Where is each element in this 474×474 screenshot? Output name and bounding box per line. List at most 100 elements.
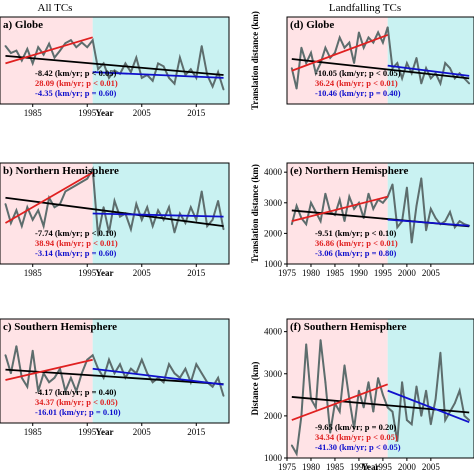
data-point-f <box>377 377 380 379</box>
data-point-a <box>42 53 45 56</box>
data-point-e <box>324 192 327 195</box>
data-point-c <box>162 381 165 384</box>
data-point-e <box>396 226 399 229</box>
data-point-a <box>135 56 138 59</box>
data-point-c <box>37 390 40 393</box>
data-point-b <box>195 218 198 221</box>
data-point-a <box>86 46 89 49</box>
stat-annotation-b: 38.94 (km/yr; p < 0.01) <box>35 238 118 248</box>
panel-c: c) Southern Hemisphere -4.17 (km/yr; p = … <box>0 318 230 437</box>
data-point-c <box>119 363 121 366</box>
trend-line-post-e <box>387 218 470 227</box>
column-title-all-tcs: All TCs <box>38 2 73 14</box>
data-point-d <box>434 72 437 75</box>
x-tick-label-e: 1975 <box>278 268 297 278</box>
data-point-b <box>173 231 176 234</box>
data-point-a <box>168 77 170 79</box>
data-point-a <box>157 62 160 65</box>
data-point-a <box>113 69 116 72</box>
data-point-d <box>453 77 456 80</box>
plot-frame-b <box>0 162 230 265</box>
data-point-a <box>37 46 40 49</box>
data-point-a <box>97 68 100 71</box>
data-point-b <box>64 190 67 193</box>
trend-line-pre-b <box>5 171 94 224</box>
data-point-d <box>314 72 317 75</box>
data-point-b <box>179 212 181 215</box>
data-point-e <box>338 198 341 201</box>
trend-line-pre-e <box>291 195 388 223</box>
x-tick-label-a: 1995 <box>78 108 97 118</box>
data-point-e <box>425 229 427 232</box>
data-point-a <box>189 68 192 71</box>
x-tick-label-f: 1985 <box>326 462 345 472</box>
column-title-landfalling-tcs: Landfalling TCs <box>329 2 401 14</box>
data-point-d <box>420 82 423 85</box>
data-point-c <box>168 363 170 366</box>
x-tick-label-a: 2015 <box>187 108 206 118</box>
data-point-b <box>206 225 209 228</box>
data-point-e <box>343 220 346 223</box>
data-point-f <box>453 402 456 405</box>
data-point-d <box>405 62 408 64</box>
data-point-a <box>80 41 83 44</box>
data-point-b <box>80 181 83 183</box>
data-point-a <box>53 56 56 59</box>
data-point-e <box>305 223 308 226</box>
x-axis-label-f: Year <box>362 462 380 472</box>
x-tick-label-f: 1975 <box>278 462 297 472</box>
data-point-c <box>151 381 154 384</box>
data-point-b <box>211 218 214 221</box>
data-point-a <box>179 56 181 59</box>
data-point-d <box>343 46 346 49</box>
data-point-b <box>217 199 219 202</box>
data-point-d <box>401 77 403 80</box>
x-tick-label-c: 2015 <box>187 427 206 437</box>
data-point-c <box>80 372 83 375</box>
trend-line-all-a <box>5 54 224 76</box>
stat-annotation-f: -9.65 (km/yr; p = 0.20) <box>315 422 397 432</box>
x-tick-label-b: 2005 <box>133 268 152 278</box>
data-point-f <box>391 410 394 413</box>
stat-annotation-d: -10.46 (km/yr; p = 0.40) <box>315 88 401 98</box>
y-tick-label-f: 2000 <box>264 411 283 421</box>
x-tick-label-e: 2000 <box>398 268 417 278</box>
data-point-a <box>222 88 225 91</box>
data-point-c <box>179 376 181 379</box>
data-point-d <box>362 46 365 49</box>
data-point-e <box>405 186 408 189</box>
data-point-e <box>434 217 437 219</box>
data-point-f <box>425 389 427 392</box>
data-point-f <box>463 414 466 417</box>
x-tick-label-b: 2015 <box>187 268 206 278</box>
data-point-b <box>157 209 160 212</box>
data-point-c <box>48 381 50 384</box>
y-axis-label-f: Distance (km) <box>250 362 260 416</box>
data-point-c <box>211 385 214 388</box>
data-point-a <box>10 52 12 54</box>
y-tick-label-e: 2000 <box>264 228 283 238</box>
data-point-a <box>4 45 7 47</box>
data-point-f <box>439 351 442 354</box>
data-point-f <box>372 410 375 413</box>
stat-annotation-a: -8.42 (km/yr; p < 0.05) <box>35 68 117 78</box>
x-tick-label-c: 1995 <box>78 427 97 437</box>
y-tick-label-e: 4000 <box>264 167 283 177</box>
stat-annotation-e: -3.06 (km/yr; p = 0.80) <box>315 248 397 258</box>
data-point-b <box>184 222 187 224</box>
x-tick-label-e: 1980 <box>302 268 321 278</box>
data-point-a <box>15 49 18 52</box>
stat-annotation-d: -10.05 (km/yr; p < 0.05) <box>315 68 401 78</box>
data-point-e <box>458 220 461 223</box>
data-point-d <box>415 57 418 59</box>
data-point-b <box>119 215 121 218</box>
data-point-d <box>372 41 375 44</box>
data-point-b <box>102 206 105 209</box>
data-point-f <box>444 419 447 421</box>
x-tick-label-f: 1980 <box>302 462 321 472</box>
data-point-c <box>173 372 176 375</box>
data-point-c <box>26 385 29 388</box>
data-point-d <box>338 36 341 39</box>
trend-line-pre-a <box>5 36 93 65</box>
